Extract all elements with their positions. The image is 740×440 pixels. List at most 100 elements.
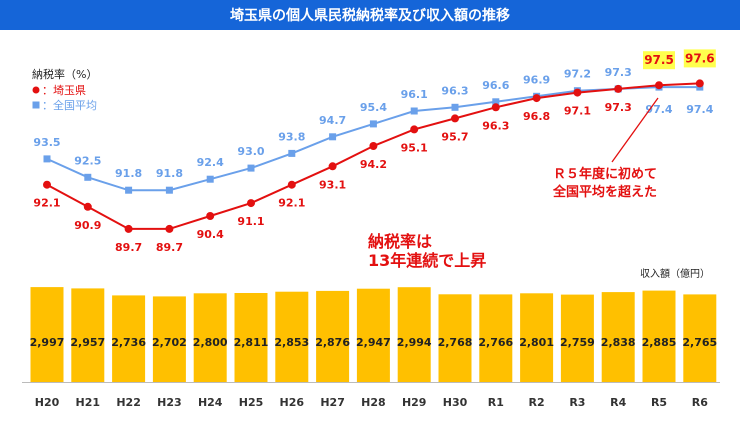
x-tick-label: R5 — [651, 396, 667, 409]
revenue-bar — [520, 293, 554, 382]
national-point — [329, 133, 337, 141]
national-point — [43, 155, 51, 163]
x-tick-label: H24 — [198, 396, 223, 409]
x-tick-label: R2 — [529, 396, 545, 409]
saitama-point — [451, 114, 459, 123]
revenue-value-label: 2,885 — [642, 336, 677, 349]
saitama-value-label: 91.1 — [237, 215, 264, 228]
x-tick-label: H27 — [320, 396, 345, 409]
saitama-value-label: 92.1 — [278, 197, 305, 210]
x-tick-label: H28 — [361, 396, 386, 409]
x-tick-label: H29 — [402, 396, 427, 409]
saitama-value-label: 96.8 — [523, 110, 550, 123]
x-tick-label: R3 — [569, 396, 585, 409]
x-tick-label: H22 — [116, 396, 141, 409]
revenue-bar — [193, 293, 227, 382]
revenue-bar — [560, 294, 594, 382]
saitama-point — [491, 103, 500, 112]
saitama-value-label: 97.3 — [605, 101, 632, 114]
revenue-bar — [71, 288, 105, 382]
x-tick-label: H20 — [35, 396, 60, 409]
annotation-streak-line1: 納税率は — [368, 232, 432, 251]
national-point — [247, 164, 255, 172]
national-point — [165, 186, 173, 194]
legend-saitama-marker — [32, 86, 40, 94]
national-point — [288, 149, 296, 157]
revenue-bar — [601, 292, 635, 382]
saitama-highlight-box — [683, 49, 716, 68]
saitama-value-label: 96.3 — [482, 119, 509, 132]
national-point — [369, 120, 377, 128]
revenue-bar — [30, 287, 64, 382]
saitama-value-label: 94.2 — [360, 158, 387, 171]
saitama-point — [83, 202, 92, 211]
revenue-value-label: 2,766 — [478, 336, 513, 349]
saitama-value-label: 95.7 — [441, 130, 468, 143]
revenue-value-label: 2,853 — [274, 336, 309, 349]
national-value-label: 91.8 — [156, 167, 183, 180]
legend-national-label: ：全国平均 — [42, 98, 97, 112]
saitama-point — [206, 212, 215, 220]
national-point — [84, 173, 92, 181]
national-value-label: 96.6 — [482, 79, 509, 92]
saitama-point — [369, 142, 378, 150]
saitama-point — [328, 162, 337, 171]
national-value-label: 93.8 — [278, 130, 305, 143]
national-value-label: 94.7 — [319, 114, 346, 127]
saitama-value-label: 97.1 — [564, 105, 591, 118]
revenue-bar — [397, 287, 431, 382]
revenue-value-label: 2,765 — [682, 336, 717, 349]
national-value-label: 96.9 — [523, 73, 550, 86]
revenue-value-label: 2,876 — [315, 336, 350, 349]
national-point — [492, 98, 500, 106]
x-tick-label: H26 — [280, 396, 305, 409]
saitama-point — [124, 224, 133, 233]
revenue-value-label: 2,994 — [397, 336, 432, 349]
national-value-label: 97.3 — [605, 66, 632, 79]
revenue-value-label: 2,838 — [601, 336, 636, 349]
national-point — [206, 175, 214, 183]
saitama-value-label: 93.1 — [319, 178, 346, 191]
national-value-label: 93.5 — [33, 136, 60, 149]
revenue-value-label: 2,957 — [70, 336, 105, 349]
revenue-bar — [683, 294, 717, 382]
saitama-value-label: 92.1 — [33, 197, 60, 210]
line-chart-ylabel: 納税率（%） — [32, 67, 97, 81]
saitama-value-label: 97.5 — [644, 53, 674, 67]
revenue-bar — [112, 295, 146, 382]
saitama-value-label: 95.1 — [401, 141, 428, 154]
saitama-point — [43, 180, 51, 189]
saitama-value-label: 97.6 — [685, 51, 715, 65]
annotation-r5-line2: 全国平均を超えた — [552, 184, 657, 200]
saitama-point — [614, 84, 623, 93]
revenue-value-label: 2,811 — [234, 336, 269, 349]
x-tick-label: R1 — [488, 396, 504, 409]
saitama-point — [410, 125, 419, 134]
national-value-label: 92.4 — [197, 156, 224, 169]
x-tick-label: H23 — [157, 396, 182, 409]
revenue-bar — [642, 290, 676, 382]
saitama-point — [532, 94, 541, 103]
national-point — [451, 103, 459, 111]
x-tick-label: H30 — [443, 396, 468, 409]
saitama-value-label: 90.4 — [197, 228, 224, 241]
revenue-value-label: 2,800 — [193, 336, 228, 349]
revenue-value-label: 2,801 — [519, 336, 554, 349]
saitama-point — [287, 180, 296, 189]
revenue-value-label: 2,768 — [438, 336, 473, 349]
national-point — [125, 186, 133, 194]
revenue-value-label: 2,736 — [111, 336, 146, 349]
annotation-r5-arrow — [611, 97, 659, 163]
x-tick-label: R6 — [692, 396, 708, 409]
saitama-point — [573, 88, 582, 97]
saitama-point — [247, 199, 255, 208]
national-point — [410, 107, 418, 115]
saitama-value-label: 89.7 — [156, 241, 183, 254]
bar-chart-plot: 2,997 2,957 2,736 2,702 2,800 2,811 2,853 2,876… — [30, 287, 717, 382]
national-value-label: 93.0 — [237, 145, 264, 158]
national-value-label: 96.1 — [401, 88, 428, 101]
revenue-value-label: 2,702 — [152, 336, 187, 349]
revenue-bar — [234, 293, 268, 382]
